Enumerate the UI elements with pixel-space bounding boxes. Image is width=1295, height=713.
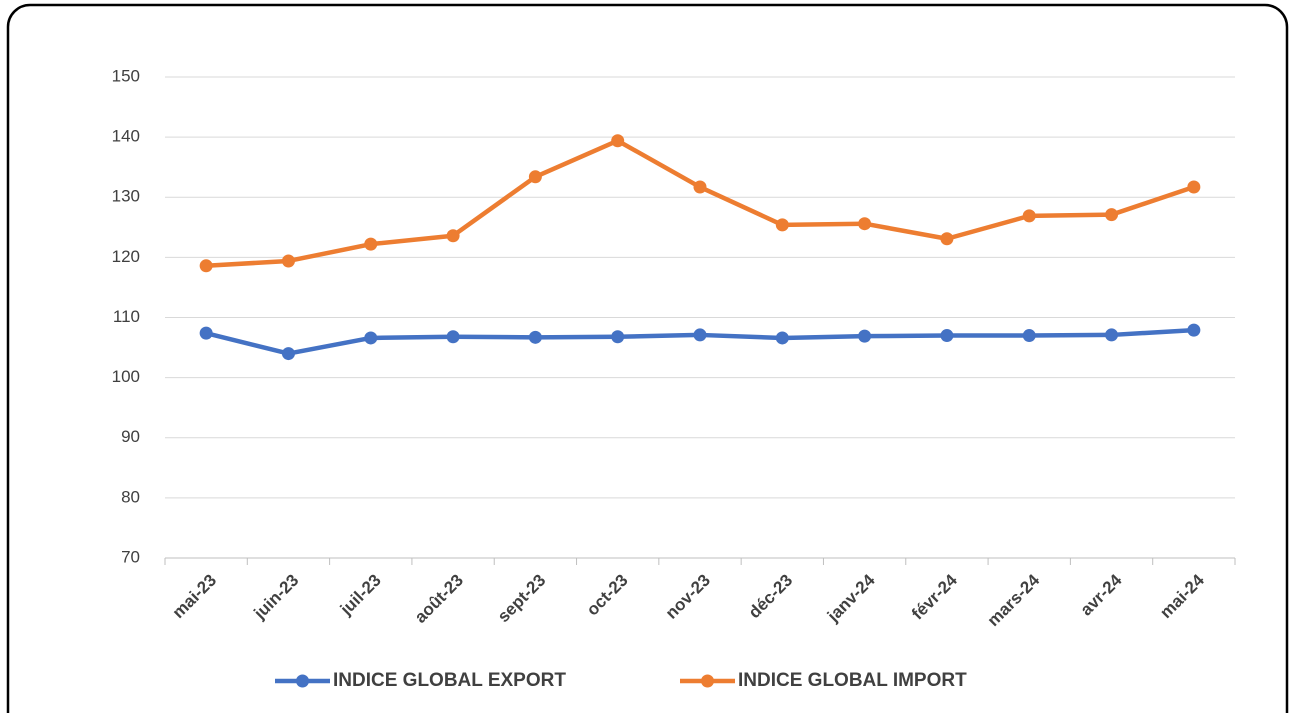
data-point: [775, 218, 789, 232]
y-tick-label: 70: [121, 547, 140, 566]
data-point: [199, 259, 213, 273]
data-point: [940, 329, 954, 343]
y-tick-label: 120: [112, 247, 140, 266]
y-tick-label: 100: [112, 367, 140, 386]
data-point: [1022, 209, 1036, 223]
legend-marker: [296, 674, 309, 688]
data-point: [1022, 329, 1036, 343]
data-point: [611, 330, 625, 344]
data-point: [364, 331, 378, 345]
data-point: [528, 330, 542, 344]
legend-label: INDICE GLOBAL IMPORT: [738, 670, 967, 691]
data-point: [364, 237, 378, 251]
legend-marker: [701, 674, 714, 688]
y-tick-label: 130: [112, 187, 140, 206]
y-tick-label: 110: [113, 307, 140, 326]
data-point: [693, 180, 707, 194]
data-point: [281, 347, 295, 361]
data-point: [858, 329, 872, 343]
data-point: [940, 232, 954, 246]
data-point: [1187, 180, 1201, 194]
data-point: [1105, 328, 1119, 342]
y-tick-label: 150: [112, 66, 140, 85]
data-point: [446, 229, 460, 243]
data-point: [446, 330, 460, 344]
data-point: [611, 134, 625, 148]
data-point: [1187, 323, 1201, 337]
data-point: [693, 328, 707, 342]
y-tick-label: 90: [121, 427, 140, 446]
data-point: [281, 254, 295, 268]
data-point: [528, 170, 542, 184]
legend-label: INDICE GLOBAL EXPORT: [333, 670, 566, 691]
data-point: [858, 217, 872, 231]
data-point: [1105, 208, 1119, 222]
chart-frame: [6, 3, 1289, 713]
y-tick-label: 140: [112, 127, 140, 146]
y-tick-label: 80: [121, 487, 140, 506]
data-point: [775, 331, 789, 345]
data-point: [199, 326, 213, 340]
